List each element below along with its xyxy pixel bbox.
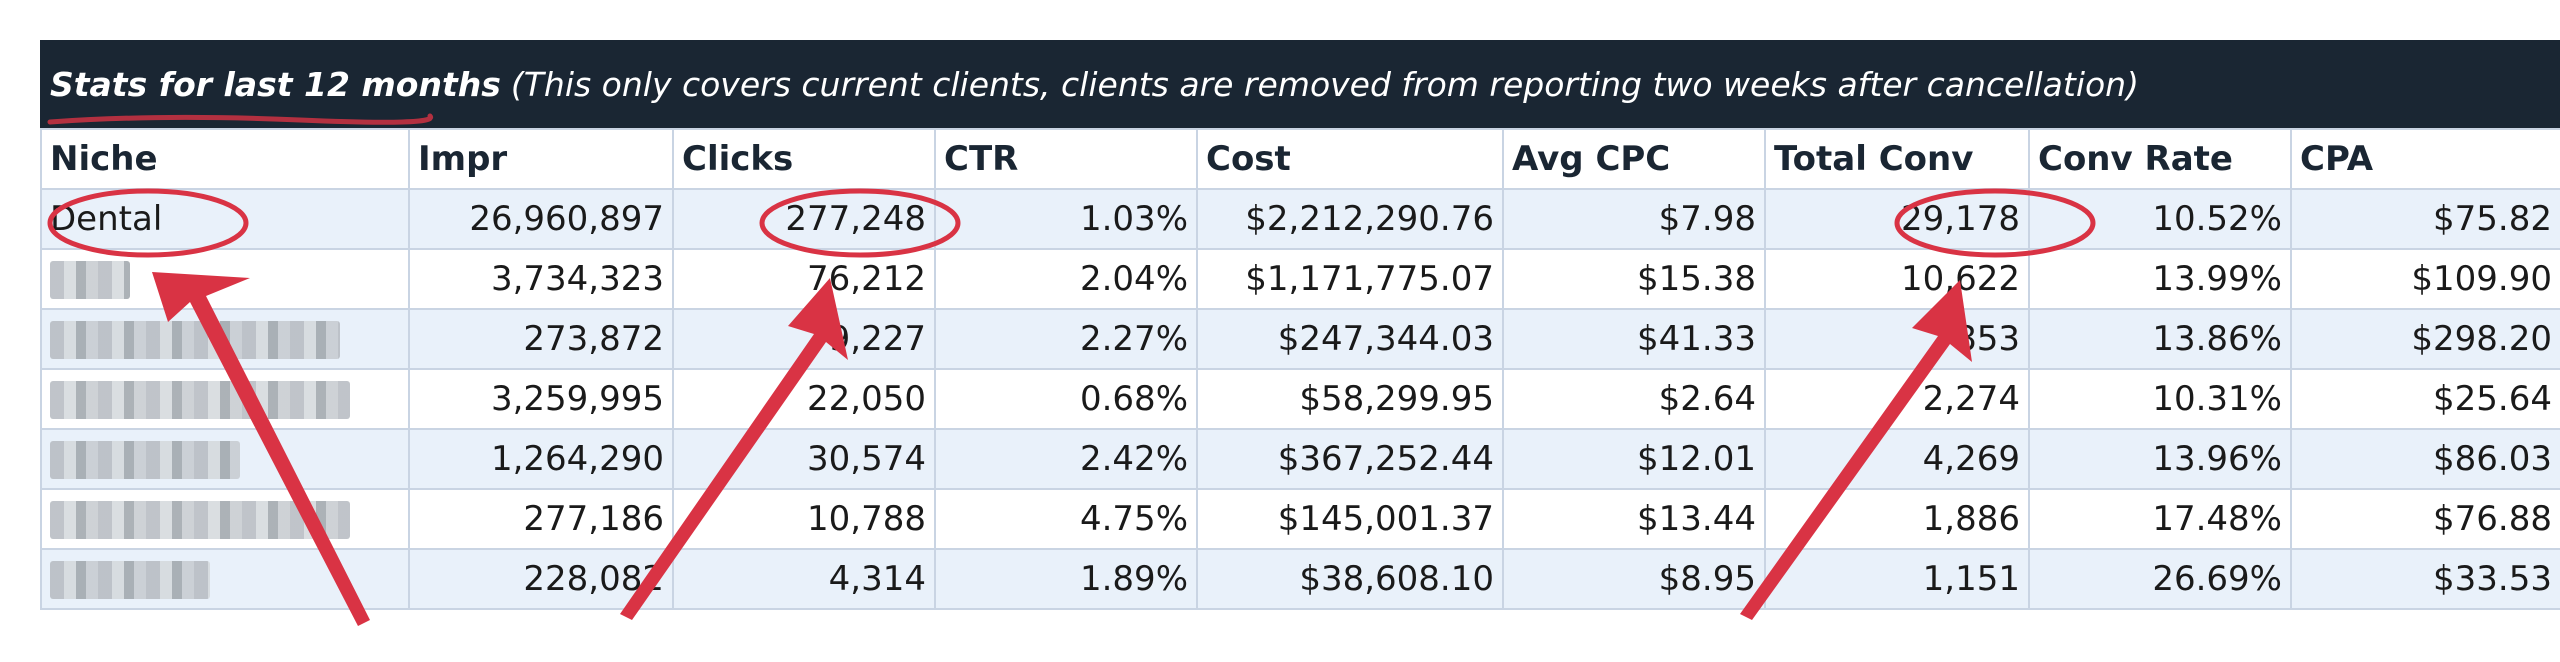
cell-niche-redacted [40, 428, 410, 490]
cell-cpa: $109.90 [2290, 248, 2560, 310]
cell-conv-rate: 10.31% [2028, 368, 2292, 430]
header-cpa: CPA [2290, 128, 2560, 190]
table-row: 277,186 10,788 4.75% $145,001.37 $13.44 … [40, 488, 2560, 550]
cell-impr: 3,259,995 [408, 368, 674, 430]
cell-cpa: $76.88 [2290, 488, 2560, 550]
table-row: 3,259,995 22,050 0.68% $58,299.95 $2.64 … [40, 368, 2560, 430]
cell-avg-cpc: $12.01 [1502, 428, 1766, 490]
cell-clicks: 22,050 [672, 368, 936, 430]
table-row: 228,082 4,314 1.89% $38,608.10 $8.95 1,1… [40, 548, 2560, 610]
cell-impr: 3,734,323 [408, 248, 674, 310]
cell-ctr: 4.75% [934, 488, 1198, 550]
cell-clicks: 277,248 [672, 188, 936, 250]
cell-cost: $145,001.37 [1196, 488, 1504, 550]
cell-ctr: 2.04% [934, 248, 1198, 310]
cell-impr: 273,872 [408, 308, 674, 370]
cell-total-conv: 1,886 [1764, 488, 2030, 550]
redacted-text [50, 321, 340, 360]
header-avg-cpc: Avg CPC [1502, 128, 1766, 190]
cell-avg-cpc: $13.44 [1502, 488, 1766, 550]
redacted-text [50, 561, 210, 600]
header-row: Niche Impr Clicks CTR Cost Avg CPC Total… [40, 128, 2560, 190]
cell-total-conv: 4,269 [1764, 428, 2030, 490]
redacted-text [50, 501, 350, 540]
cell-niche-redacted [40, 308, 410, 370]
cell-total-conv: 29,178 [1764, 188, 2030, 250]
cell-clicks: 76,212 [672, 248, 936, 310]
cell-ctr: 1.03% [934, 188, 1198, 250]
cell-conv-rate: 10.52% [2028, 188, 2292, 250]
cell-niche-redacted [40, 248, 410, 310]
cell-clicks: 10,788 [672, 488, 936, 550]
cell-ctr: 1.89% [934, 548, 1198, 610]
title-note: (This only covers current clients, clien… [510, 64, 2139, 104]
header-total-conv: Total Conv [1764, 128, 2030, 190]
cell-conv-rate: 13.86% [2028, 308, 2292, 370]
redacted-text [50, 441, 240, 480]
cell-cpa: $86.03 [2290, 428, 2560, 490]
stats-table: Niche Impr Clicks CTR Cost Avg CPC Total… [40, 128, 2560, 610]
cell-conv-rate: 13.96% [2028, 428, 2292, 490]
cell-avg-cpc: $41.33 [1502, 308, 1766, 370]
header-impr: Impr [408, 128, 674, 190]
cell-cpa: $33.53 [2290, 548, 2560, 610]
table-row: Dental 26,960,897 277,248 1.03% $2,212,2… [40, 188, 2560, 250]
cell-cost: $38,608.10 [1196, 548, 1504, 610]
cell-impr: 1,264,290 [408, 428, 674, 490]
header-niche: Niche [40, 128, 410, 190]
cell-ctr: 2.27% [934, 308, 1198, 370]
cell-ctr: 0.68% [934, 368, 1198, 430]
redacted-text [50, 261, 130, 300]
cell-cost: $2,212,290.76 [1196, 188, 1504, 250]
header-cost: Cost [1196, 128, 1504, 190]
cell-total-conv: 1,151 [1764, 548, 2030, 610]
cell-cost: $367,252.44 [1196, 428, 1504, 490]
cell-avg-cpc: $8.95 [1502, 548, 1766, 610]
cell-impr: 26,960,897 [408, 188, 674, 250]
cell-avg-cpc: $7.98 [1502, 188, 1766, 250]
cell-ctr: 2.42% [934, 428, 1198, 490]
cell-conv-rate: 26.69% [2028, 548, 2292, 610]
cell-total-conv: 853 [1764, 308, 2030, 370]
cell-clicks: 4,314 [672, 548, 936, 610]
cell-impr: 228,082 [408, 548, 674, 610]
cell-cost: $247,344.03 [1196, 308, 1504, 370]
header-conv-rate: Conv Rate [2028, 128, 2292, 190]
title-bold: Stats for last 12 months [50, 64, 501, 104]
header-ctr: CTR [934, 128, 1198, 190]
table-title-bar: Stats for last 12 months (This only cove… [40, 40, 2560, 128]
cell-niche-redacted [40, 368, 410, 430]
cell-clicks: 9,227 [672, 308, 936, 370]
redacted-text [50, 381, 350, 420]
cell-conv-rate: 13.99% [2028, 248, 2292, 310]
cell-total-conv: 2,274 [1764, 368, 2030, 430]
cell-cpa: $298.20 [2290, 308, 2560, 370]
report-wrapper: Stats for last 12 months (This only cove… [40, 40, 2560, 630]
table-row: 273,872 9,227 2.27% $247,344.03 $41.33 8… [40, 308, 2560, 370]
table-row: 1,264,290 30,574 2.42% $367,252.44 $12.0… [40, 428, 2560, 490]
table-row: 3,734,323 76,212 2.04% $1,171,775.07 $15… [40, 248, 2560, 310]
header-clicks: Clicks [672, 128, 936, 190]
cell-cost: $1,171,775.07 [1196, 248, 1504, 310]
cell-niche-redacted [40, 488, 410, 550]
cell-clicks: 30,574 [672, 428, 936, 490]
cell-cost: $58,299.95 [1196, 368, 1504, 430]
cell-avg-cpc: $2.64 [1502, 368, 1766, 430]
cell-avg-cpc: $15.38 [1502, 248, 1766, 310]
cell-impr: 277,186 [408, 488, 674, 550]
cell-total-conv: 10,622 [1764, 248, 2030, 310]
cell-cpa: $25.64 [2290, 368, 2560, 430]
cell-conv-rate: 17.48% [2028, 488, 2292, 550]
cell-niche: Dental [40, 188, 410, 250]
cell-niche-redacted [40, 548, 410, 610]
cell-cpa: $75.82 [2290, 188, 2560, 250]
stats-stage: Stats for last 12 months (This only cove… [40, 40, 2560, 630]
